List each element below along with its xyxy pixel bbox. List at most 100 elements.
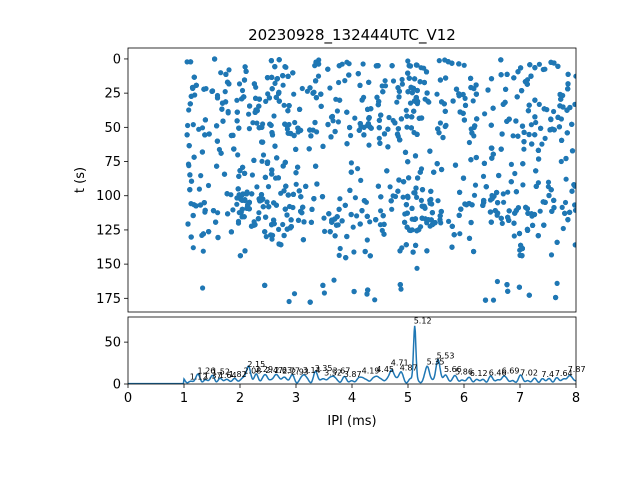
raster-point	[482, 297, 489, 303]
raster-point	[460, 91, 466, 98]
raster-point	[221, 171, 228, 177]
raster-point	[266, 95, 272, 101]
raster-point	[548, 116, 554, 123]
histogram-y-ticks: 0 50	[104, 336, 128, 393]
raster-point	[376, 135, 382, 141]
raster-point	[355, 166, 361, 172]
raster-point	[361, 132, 367, 138]
raster-point	[431, 169, 437, 175]
raster-point	[285, 192, 291, 198]
raster-point	[407, 100, 414, 106]
raster-point	[334, 108, 340, 114]
raster-point	[320, 143, 326, 149]
raster-point	[504, 71, 510, 77]
raster-point	[450, 98, 456, 104]
raster-point	[318, 91, 324, 97]
raster-point	[352, 115, 358, 121]
raster-point	[225, 110, 231, 116]
raster-point	[558, 96, 564, 102]
raster-point	[274, 155, 280, 161]
raster-point	[422, 205, 428, 211]
raster-point	[533, 119, 539, 126]
raster-point	[321, 290, 327, 296]
y-tick-label: 75	[104, 155, 121, 170]
raster-point	[268, 232, 274, 238]
raster-point	[197, 202, 204, 208]
raster-point	[531, 211, 538, 218]
raster-point	[276, 57, 282, 63]
raster-point	[525, 210, 531, 216]
raster-point	[453, 86, 460, 92]
raster-point	[559, 137, 565, 143]
raster-point	[421, 65, 427, 71]
x-tick-label: 7	[516, 391, 524, 406]
raster-point	[236, 173, 242, 179]
raster-point	[398, 116, 404, 122]
raster-point	[499, 220, 505, 226]
peak-label: 7.02	[520, 368, 538, 377]
raster-point	[415, 175, 421, 181]
raster-point	[337, 245, 343, 252]
raster-point	[499, 131, 505, 137]
raster-point	[234, 118, 240, 124]
raster-point	[521, 129, 527, 135]
raster-point	[326, 211, 332, 217]
raster-point	[293, 181, 299, 187]
raster-point	[405, 58, 411, 64]
y-tick-label: 50	[104, 336, 121, 351]
raster-point	[528, 73, 534, 79]
raster-point	[405, 70, 411, 76]
peak-label: 1.64	[219, 371, 237, 380]
raster-point	[530, 222, 536, 228]
raster-point	[439, 99, 445, 105]
peak-label: 1.82	[229, 370, 247, 379]
raster-point	[413, 62, 419, 68]
raster-point	[329, 219, 335, 225]
raster-point	[342, 78, 348, 84]
raster-point	[318, 103, 324, 109]
raster-point	[488, 219, 494, 225]
raster-point	[258, 192, 265, 198]
raster-point	[395, 126, 401, 132]
raster-point	[564, 130, 570, 136]
raster-point	[417, 79, 423, 85]
raster-point	[468, 219, 474, 226]
raster-point	[191, 74, 197, 80]
raster-point	[264, 75, 271, 81]
raster-point	[377, 140, 383, 146]
raster-point	[286, 298, 292, 305]
raster-point	[443, 122, 449, 128]
raster-point	[412, 76, 418, 82]
raster-point	[490, 105, 496, 111]
raster-point	[505, 214, 511, 220]
raster-point	[488, 76, 495, 82]
raster-point	[557, 103, 563, 109]
raster-point	[307, 127, 313, 133]
raster-point	[504, 118, 510, 124]
raster-point	[307, 299, 313, 305]
x-tick-label: 2	[236, 391, 244, 406]
raster-point	[280, 82, 286, 88]
raster-point	[206, 131, 212, 137]
raster-point	[224, 79, 231, 85]
raster-point	[241, 214, 247, 220]
raster-point	[252, 222, 258, 228]
raster-point	[268, 122, 274, 128]
raster-point	[347, 187, 353, 193]
raster-point	[249, 191, 255, 197]
raster-point	[228, 132, 234, 139]
raster-point	[378, 208, 384, 214]
raster-point	[405, 89, 411, 95]
raster-point	[246, 126, 252, 132]
raster-point	[359, 97, 365, 103]
raster-point	[569, 121, 575, 127]
raster-point	[316, 61, 322, 67]
raster-point	[246, 111, 252, 117]
raster-point	[565, 71, 571, 77]
raster-point	[269, 74, 275, 80]
raster-point	[296, 188, 302, 194]
raster-point	[397, 248, 403, 254]
raster-point	[332, 128, 338, 135]
raster-point	[225, 211, 231, 217]
peak-label: 7.64	[555, 369, 573, 378]
